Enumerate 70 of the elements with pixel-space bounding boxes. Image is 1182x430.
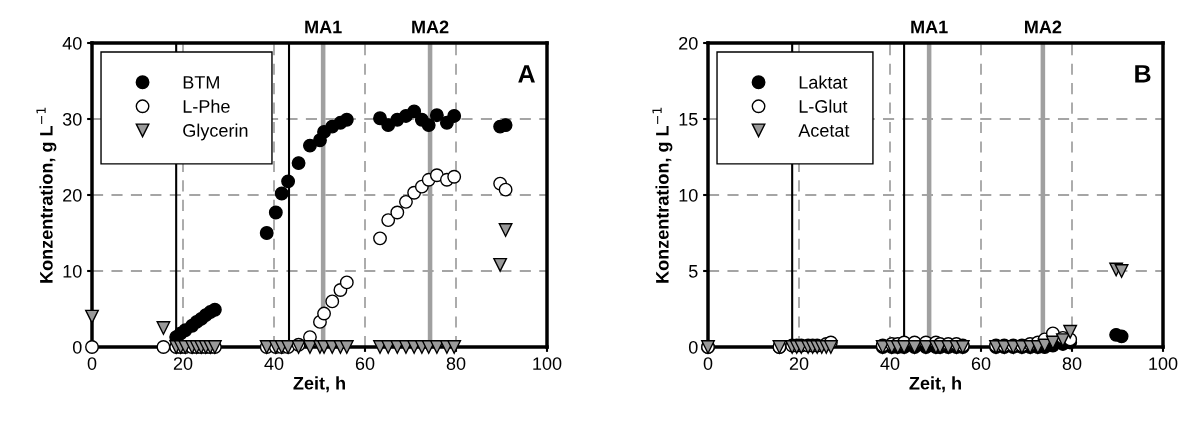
y-tick-label: 30 xyxy=(62,112,82,126)
point xyxy=(156,321,171,335)
y-tick-label: 10 xyxy=(679,188,698,202)
legend-label: L-Phe xyxy=(183,99,230,113)
y-tick-label: 20 xyxy=(63,188,82,202)
point xyxy=(268,205,283,220)
y-tick-label: 40 xyxy=(62,36,82,50)
legend-label: BTM xyxy=(183,76,219,89)
y-tick-label: 10 xyxy=(63,264,82,278)
legend-label: Laktat xyxy=(799,75,848,89)
legend-label: Glycerin xyxy=(183,123,248,141)
point xyxy=(421,118,436,133)
point xyxy=(317,306,331,321)
y-tick-label: 5 xyxy=(688,265,698,278)
x-axis-title: Zeit, h xyxy=(293,376,345,393)
x-tick-label: 60 xyxy=(355,357,375,370)
point xyxy=(429,168,444,183)
point xyxy=(447,109,462,123)
point xyxy=(325,294,340,309)
annotation: B xyxy=(1135,65,1151,83)
y-tick-label: 0 xyxy=(688,340,698,354)
point xyxy=(447,169,462,184)
y-tick-label: 20 xyxy=(679,36,698,50)
point xyxy=(390,205,405,220)
point xyxy=(429,108,444,123)
point xyxy=(429,340,444,354)
x-tick-label: 80 xyxy=(1062,357,1082,370)
point xyxy=(302,340,317,354)
point xyxy=(156,340,171,354)
point xyxy=(85,309,99,324)
point xyxy=(498,182,513,197)
x-tick-label: 20 xyxy=(789,357,809,370)
point xyxy=(493,257,508,272)
point xyxy=(274,186,289,201)
point xyxy=(291,156,306,171)
band-label: MA1 xyxy=(305,20,342,34)
x-tick-label: 20 xyxy=(173,357,193,370)
point xyxy=(1114,264,1129,278)
x-tick-label: 100 xyxy=(1149,357,1178,370)
point xyxy=(207,302,222,317)
x-tick-label: 60 xyxy=(971,357,991,370)
point xyxy=(823,340,838,354)
y-tick-label: 15 xyxy=(679,113,698,126)
x-tick-label: 80 xyxy=(446,357,466,370)
x-tick-label: 40 xyxy=(880,357,900,370)
point xyxy=(339,340,354,354)
point xyxy=(339,275,354,290)
x-tick-label: 100 xyxy=(533,357,562,370)
point xyxy=(1063,324,1078,339)
x-tick-label: 40 xyxy=(264,357,284,370)
point xyxy=(498,223,513,237)
x-tick-label: 0 xyxy=(87,357,97,370)
band-label: MA2 xyxy=(412,20,449,34)
point xyxy=(373,231,387,246)
annotation: A xyxy=(518,65,535,83)
point xyxy=(447,340,462,354)
point xyxy=(1114,329,1129,344)
y-tick-label: 0 xyxy=(72,340,82,354)
y-axis-title: Konzentration, g L$^{−1}$ xyxy=(36,107,57,283)
band-label: MA2 xyxy=(1025,20,1062,34)
x-axis-title: Zeit, h xyxy=(909,376,961,393)
point xyxy=(259,226,274,240)
point xyxy=(85,340,99,354)
point xyxy=(339,112,354,127)
band-label: MA1 xyxy=(911,20,948,34)
legend-label: Acetat xyxy=(798,124,850,137)
point xyxy=(281,174,296,189)
legend-label: L-Glut xyxy=(799,99,848,113)
x-tick-label: 0 xyxy=(703,357,713,370)
y-axis-title: Konzentration, g L$^{−1}$ xyxy=(652,107,673,283)
